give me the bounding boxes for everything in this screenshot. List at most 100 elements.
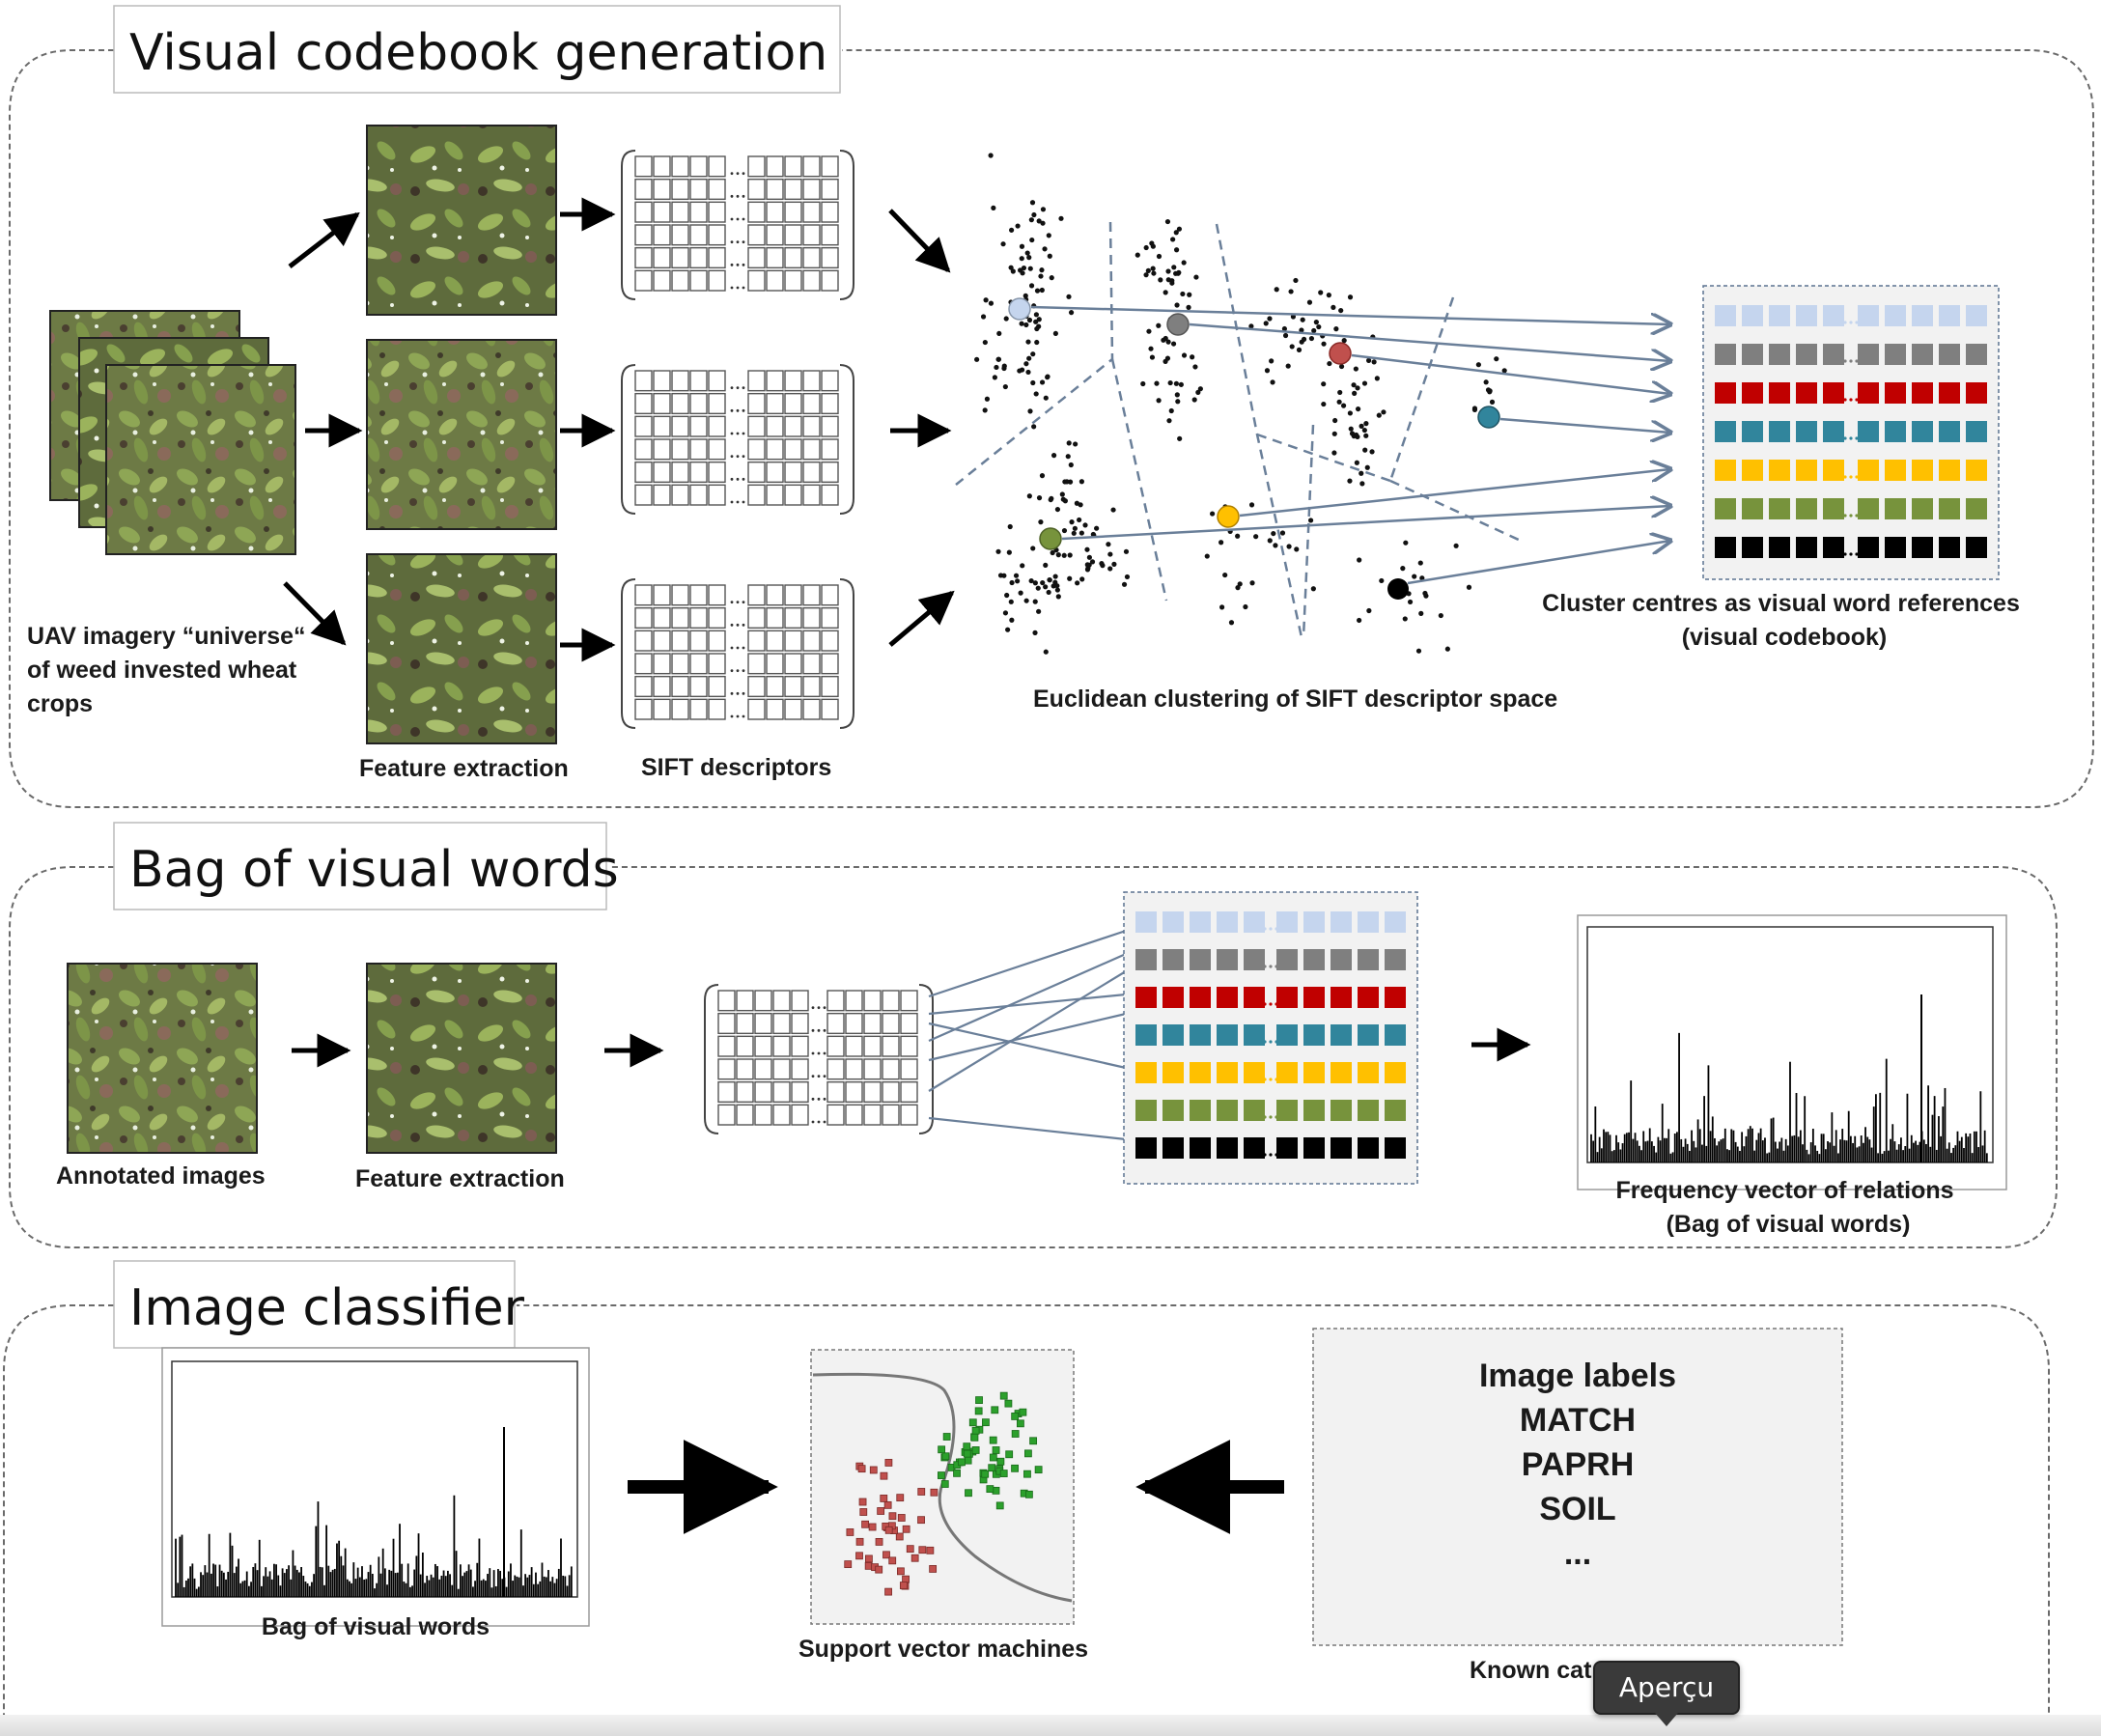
descriptor-cell xyxy=(821,415,839,437)
descriptor-cell xyxy=(821,584,839,606)
codebook-word xyxy=(1303,1137,1325,1159)
descriptor-point xyxy=(1361,380,1368,386)
codebook-word xyxy=(1769,498,1790,519)
descriptor-cell xyxy=(766,606,784,630)
descriptor-cell xyxy=(747,201,766,223)
descriptor-cell xyxy=(736,990,754,1012)
descriptor-cell xyxy=(747,630,766,652)
descriptor-cell xyxy=(772,1012,791,1035)
cluster-centre xyxy=(1477,406,1500,429)
descriptor-cell xyxy=(882,1012,900,1035)
codebook-word xyxy=(1858,421,1879,442)
descriptor-cell xyxy=(689,630,708,652)
descriptor-cell xyxy=(634,392,653,415)
descriptor-cell xyxy=(802,224,821,246)
svm-point xyxy=(895,1532,904,1541)
descriptor-cell xyxy=(802,178,821,201)
descriptor-cell xyxy=(784,484,802,506)
descriptor-point xyxy=(1267,316,1273,322)
svm-point xyxy=(884,1526,893,1534)
descriptor-cell xyxy=(784,461,802,484)
descriptor-cell xyxy=(791,1035,809,1057)
descriptor-point xyxy=(1032,580,1038,586)
svm-point xyxy=(971,1446,980,1454)
descriptor-cell xyxy=(671,178,689,201)
codebook-word xyxy=(1769,460,1790,481)
descriptor-point xyxy=(1267,538,1273,544)
codebook-section-frame: Visual codebook generation xyxy=(9,5,2094,808)
descriptor-point xyxy=(1043,395,1049,401)
descriptor-point xyxy=(1069,519,1075,525)
svm-point xyxy=(970,1433,979,1442)
descriptor-cell xyxy=(708,155,726,178)
codebook-word xyxy=(1966,460,1987,481)
codebook-word xyxy=(1796,382,1817,404)
descriptor-cell xyxy=(653,675,671,698)
svm-point xyxy=(884,1459,893,1467)
descriptor-point xyxy=(1347,294,1354,300)
descriptor-point xyxy=(1049,275,1054,281)
descriptor-point xyxy=(1165,268,1171,274)
codebook-word xyxy=(1385,1100,1406,1121)
descriptor-point xyxy=(1015,223,1021,229)
descriptor-point xyxy=(1489,399,1496,405)
svm-point xyxy=(968,1418,977,1427)
descriptor-cell xyxy=(689,484,708,506)
descriptor-cell xyxy=(634,698,653,720)
descriptor-point xyxy=(1219,540,1224,546)
descriptor-cell xyxy=(821,698,839,720)
descriptor-point xyxy=(1332,417,1338,424)
descriptor-point xyxy=(1024,250,1030,256)
codebook-word xyxy=(1358,1137,1379,1159)
descriptor-cell xyxy=(821,675,839,698)
descriptor-point xyxy=(1219,604,1225,610)
codebook-word xyxy=(1796,421,1817,442)
descriptor-cell xyxy=(845,990,863,1012)
descriptor-cell xyxy=(747,370,766,392)
descriptor-point xyxy=(1078,502,1083,508)
descriptor-cell xyxy=(784,415,802,437)
frequency-histogram xyxy=(1577,914,2007,1190)
codebook-word xyxy=(1303,1100,1325,1121)
frequency-vector-label: Frequency vector of relations (Bag of vi… xyxy=(1615,1177,1960,1238)
descriptor-point xyxy=(1354,432,1359,438)
descriptor-point xyxy=(1107,566,1113,572)
codebook-word xyxy=(1244,1024,1265,1046)
descriptor-cell xyxy=(708,224,726,246)
descriptor-point xyxy=(1077,517,1082,523)
cluster-centre xyxy=(1166,313,1190,336)
codebook-word xyxy=(1939,537,1960,558)
descriptor-point xyxy=(1039,267,1045,273)
descriptor-point xyxy=(1030,379,1036,386)
descriptor-cell xyxy=(754,990,772,1012)
descriptor-cell xyxy=(766,246,784,269)
descriptor-cell xyxy=(671,415,689,437)
descriptor-point xyxy=(1005,627,1011,632)
descriptor-point xyxy=(1376,412,1382,418)
descriptor-cell xyxy=(802,675,821,698)
descriptor-point xyxy=(1281,325,1288,332)
svm-point xyxy=(888,1556,897,1565)
svm-point xyxy=(906,1545,914,1554)
svm-point xyxy=(858,1498,867,1506)
descriptor-point xyxy=(1055,552,1061,558)
descriptor-cell xyxy=(766,698,784,720)
svm-point xyxy=(929,1565,938,1573)
descriptor-point xyxy=(1154,380,1160,386)
descriptor-point xyxy=(1148,346,1154,351)
descriptor-point xyxy=(1061,552,1067,558)
codebook-word xyxy=(1912,344,1933,365)
descriptor-cell xyxy=(754,1080,772,1104)
descriptor-point xyxy=(1052,330,1058,337)
descriptor-point xyxy=(1003,316,1009,322)
descriptor-cell xyxy=(689,178,708,201)
descriptor-cell xyxy=(784,630,802,652)
codebook-word xyxy=(1217,911,1238,933)
svm-point xyxy=(938,1471,945,1479)
descriptor-point xyxy=(1354,460,1359,465)
codebook-word xyxy=(1742,537,1763,558)
svm-point xyxy=(989,1436,997,1444)
label-item: SOIL xyxy=(1539,1491,1615,1527)
descriptor-point xyxy=(1453,543,1459,548)
descriptor-point xyxy=(1002,610,1009,616)
